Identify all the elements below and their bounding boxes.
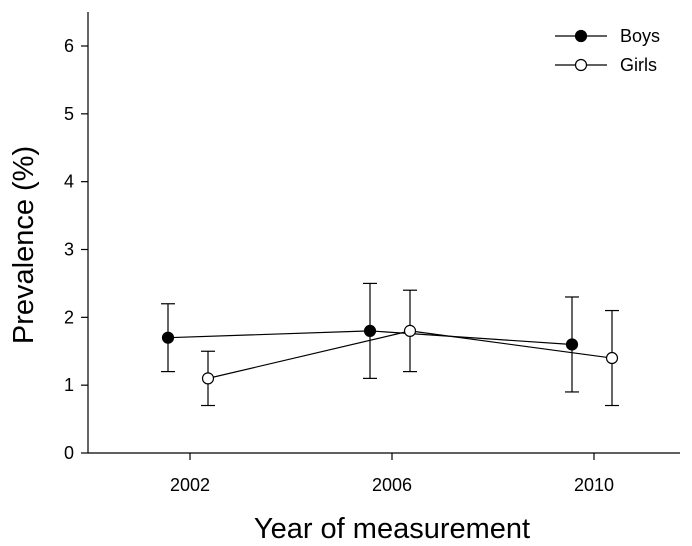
series-girls (201, 289, 619, 407)
y-tick-label: 5 (64, 104, 74, 124)
chart-marks (161, 282, 619, 407)
legend-label: Girls (620, 55, 657, 75)
series-boys (161, 282, 579, 393)
data-point-girls (201, 372, 215, 385)
data-point-girls (403, 324, 417, 337)
legend-item-girls: Girls (555, 55, 657, 75)
x-tick-label: 2010 (574, 475, 614, 495)
y-tick-label: 1 (64, 375, 74, 395)
legend: Boys Girls (555, 26, 660, 75)
legend-item-boys: Boys (555, 26, 660, 46)
x-tick-label: 2002 (170, 475, 210, 495)
y-tick-label: 0 (64, 443, 74, 463)
legend-marker (574, 58, 588, 72)
y-tick-label: 4 (64, 172, 74, 192)
data-point-boys (363, 324, 377, 337)
data-point-boys (161, 331, 175, 344)
y-tick-label: 2 (64, 307, 74, 327)
data-point-boys (565, 338, 579, 351)
axes: 0 1 2 3 4 5 6 2002 2006 2010 (64, 12, 680, 495)
y-axis-title: Prevalence (%) (8, 146, 40, 344)
legend-marker (574, 29, 588, 43)
y-tick-label: 6 (64, 36, 74, 56)
x-tick-label: 2006 (372, 475, 412, 495)
data-point-girls (605, 351, 619, 365)
x-axis-title: Year of measurement (254, 513, 530, 545)
legend-label: Boys (620, 26, 660, 46)
y-tick-label: 3 (64, 240, 74, 260)
